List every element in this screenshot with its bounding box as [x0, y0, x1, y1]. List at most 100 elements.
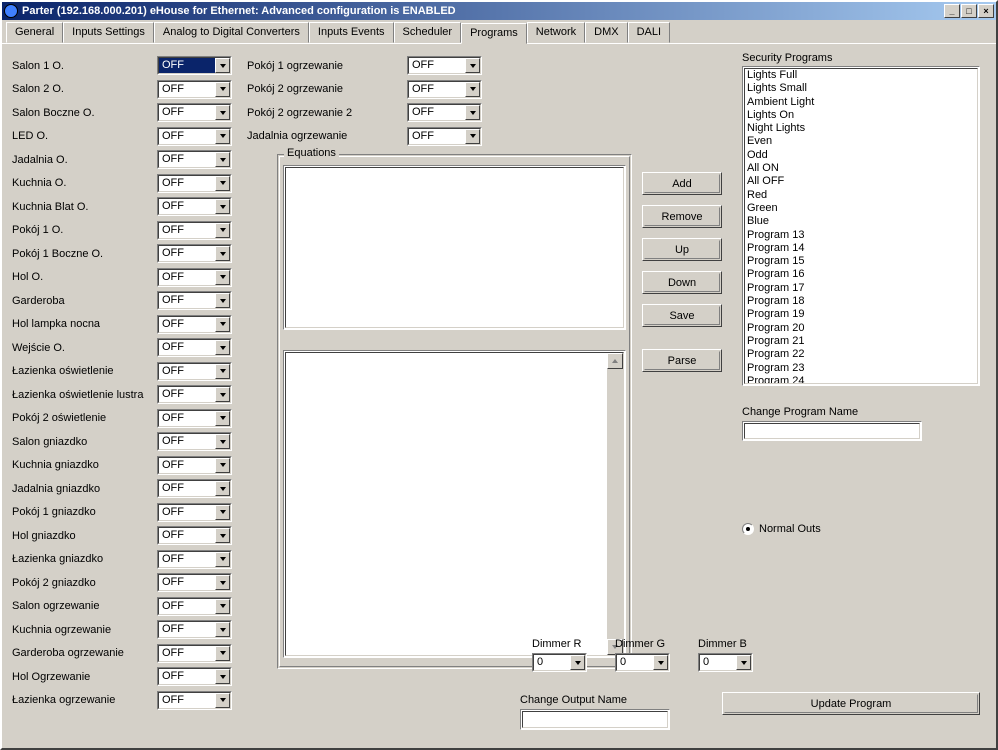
dropdown[interactable]: OFF — [157, 409, 232, 428]
chevron-down-icon — [215, 622, 230, 637]
equations-text[interactable] — [283, 350, 626, 658]
up-button[interactable]: Up — [642, 238, 722, 261]
security-program-item[interactable]: Night Lights — [747, 122, 975, 135]
dropdown[interactable]: OFF — [157, 479, 232, 498]
security-program-item[interactable]: Program 23 — [747, 362, 975, 375]
security-program-item[interactable]: Program 15 — [747, 255, 975, 268]
remove-button[interactable]: Remove — [642, 205, 722, 228]
output-label: Kuchnia O. — [12, 177, 157, 189]
security-program-item[interactable]: All ON — [747, 162, 975, 175]
security-program-item[interactable]: Even — [747, 135, 975, 148]
dropdown[interactable]: OFF — [157, 432, 232, 451]
dropdown[interactable]: OFF — [157, 291, 232, 310]
output-label: Jadalnia O. — [12, 154, 157, 166]
security-program-item[interactable]: Program 20 — [747, 322, 975, 335]
dropdown[interactable]: OFF — [157, 244, 232, 263]
output-row: Pokój 2 ogrzewanieOFF — [247, 78, 482, 102]
security-program-item[interactable]: Odd — [747, 149, 975, 162]
dropdown[interactable]: OFF — [157, 597, 232, 616]
dropdown[interactable]: OFF — [407, 56, 482, 75]
security-programs-label: Security Programs — [742, 52, 832, 64]
equations-list[interactable] — [283, 165, 626, 330]
close-button[interactable]: × — [978, 4, 994, 18]
tab-inputs-events[interactable]: Inputs Events — [309, 22, 394, 43]
dropdown[interactable]: 0 — [532, 653, 587, 672]
output-label: Łazienka ogrzewanie — [12, 694, 157, 706]
dropdown[interactable]: 0 — [698, 653, 753, 672]
dropdown[interactable]: OFF — [157, 103, 232, 122]
dropdown[interactable]: OFF — [157, 456, 232, 475]
add-button[interactable]: Add — [642, 172, 722, 195]
security-program-item[interactable]: Ambient Light — [747, 96, 975, 109]
normal-outs-radio[interactable]: Normal Outs — [742, 523, 821, 535]
dropdown[interactable]: OFF — [157, 174, 232, 193]
normal-outs-label: Normal Outs — [759, 523, 821, 535]
dropdown[interactable]: OFF — [157, 268, 232, 287]
dropdown[interactable]: OFF — [157, 127, 232, 146]
maximize-button[interactable]: □ — [961, 4, 977, 18]
dropdown[interactable]: OFF — [407, 127, 482, 146]
dropdown[interactable]: OFF — [157, 550, 232, 569]
chevron-down-icon — [215, 434, 230, 449]
dropdown[interactable]: OFF — [157, 56, 232, 75]
dropdown[interactable]: OFF — [157, 526, 232, 545]
dropdown[interactable]: OFF — [157, 80, 232, 99]
tab-programs[interactable]: Programs — [461, 23, 527, 44]
dropdown[interactable]: OFF — [157, 691, 232, 710]
tab-general[interactable]: General — [6, 22, 63, 43]
tab-inputs-settings[interactable]: Inputs Settings — [63, 22, 154, 43]
dropdown[interactable]: OFF — [157, 197, 232, 216]
security-program-item[interactable]: Program 21 — [747, 335, 975, 348]
change-output-name-input[interactable] — [520, 709, 670, 730]
dropdown[interactable]: OFF — [407, 80, 482, 99]
security-program-item[interactable]: Program 18 — [747, 295, 975, 308]
security-program-item[interactable]: Program 17 — [747, 282, 975, 295]
output-label: Salon 1 O. — [12, 60, 157, 72]
output-label: Salon ogrzewanie — [12, 600, 157, 612]
dropdown[interactable]: OFF — [157, 503, 232, 522]
security-program-item[interactable]: All OFF — [747, 175, 975, 188]
dropdown[interactable]: OFF — [157, 620, 232, 639]
security-program-item[interactable]: Program 22 — [747, 348, 975, 361]
security-program-item[interactable]: Program 16 — [747, 268, 975, 281]
security-program-item[interactable]: Red — [747, 189, 975, 202]
security-program-item[interactable]: Lights Small — [747, 82, 975, 95]
tab-dmx[interactable]: DMX — [585, 22, 627, 43]
scroll-up-button[interactable] — [607, 353, 623, 369]
parse-button[interactable]: Parse — [642, 349, 722, 372]
dropdown[interactable]: OFF — [157, 221, 232, 240]
dropdown[interactable]: OFF — [157, 338, 232, 357]
scrollbar[interactable] — [607, 353, 623, 655]
change-program-name-input[interactable] — [742, 421, 922, 441]
security-program-item[interactable]: Blue — [747, 215, 975, 228]
security-program-item[interactable]: Lights On — [747, 109, 975, 122]
security-program-item[interactable]: Program 14 — [747, 242, 975, 255]
dropdown[interactable]: OFF — [157, 150, 232, 169]
dropdown[interactable]: OFF — [157, 315, 232, 334]
security-programs-list[interactable]: Lights FullLights SmallAmbient LightLigh… — [742, 66, 980, 386]
output-label: Kuchnia ogrzewanie — [12, 624, 157, 636]
dropdown[interactable]: OFF — [157, 667, 232, 686]
down-button[interactable]: Down — [642, 271, 722, 294]
security-program-item[interactable]: Green — [747, 202, 975, 215]
security-program-item[interactable]: Program 13 — [747, 229, 975, 242]
tab-network[interactable]: Network — [527, 22, 585, 43]
dropdown[interactable]: 0 — [615, 653, 670, 672]
dropdown[interactable]: OFF — [407, 103, 482, 122]
update-program-button[interactable]: Update Program — [722, 692, 980, 715]
dropdown[interactable]: OFF — [157, 644, 232, 663]
tab-analog-to-digital-converters[interactable]: Analog to Digital Converters — [154, 22, 309, 43]
app-icon — [4, 4, 18, 18]
dropdown[interactable]: OFF — [157, 573, 232, 592]
dropdown[interactable]: OFF — [157, 362, 232, 381]
tab-dali[interactable]: DALI — [628, 22, 670, 43]
minimize-button[interactable]: _ — [944, 4, 960, 18]
security-program-item[interactable]: Program 24 — [747, 375, 975, 384]
chevron-down-icon — [215, 528, 230, 543]
security-program-item[interactable]: Lights Full — [747, 69, 975, 82]
save-button[interactable]: Save — [642, 304, 722, 327]
security-program-item[interactable]: Program 19 — [747, 308, 975, 321]
output-label: Hol O. — [12, 271, 157, 283]
dropdown[interactable]: OFF — [157, 385, 232, 404]
tab-scheduler[interactable]: Scheduler — [394, 22, 462, 43]
